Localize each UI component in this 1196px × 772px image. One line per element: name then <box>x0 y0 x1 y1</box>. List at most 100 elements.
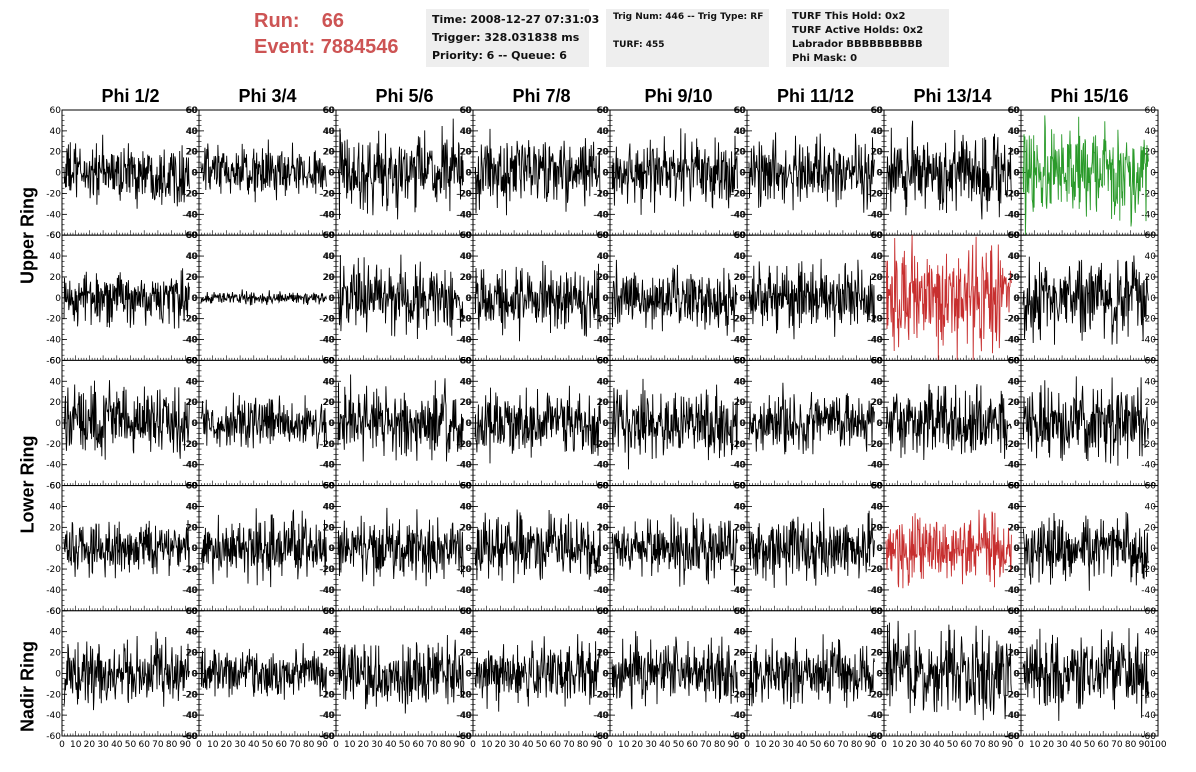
column-header-phi-15-16: Phi 15/16 <box>1050 86 1129 106</box>
y-tick-label-left: 40 <box>735 252 747 262</box>
y-tick-label-right: 60 <box>460 482 472 492</box>
y-tick-label-right: 40 <box>734 628 746 638</box>
time-info-panel: Time: 2008-12-27 07:31:03 Trigger: 328.0… <box>426 9 599 67</box>
y-tick-label-right: -20 <box>730 189 745 199</box>
y-tick-label-right: 40 <box>871 502 883 512</box>
y-tick-label-left: 20 <box>50 273 62 283</box>
y-tick-label-right: 0 <box>1013 419 1019 429</box>
waveform-trace <box>611 378 738 470</box>
y-tick-label-right: 20 <box>734 148 746 158</box>
y-tick-label-left: -20 <box>868 315 883 325</box>
y-tick-label-right: 20 <box>186 148 198 158</box>
y-tick-label-right: 20 <box>460 649 472 659</box>
y-tick-label-left: 60 <box>324 482 336 492</box>
y-tick-label-right: -20 <box>1004 189 1019 199</box>
y-tick-label-left: 60 <box>598 356 610 366</box>
y-tick-label-right: 0 <box>602 169 608 179</box>
event-value: 7884546 <box>320 36 399 58</box>
y-tick-label-right: 60 <box>1008 231 1020 241</box>
y-tick-label-right: -40 <box>867 461 882 471</box>
y-tick-label-left: 40 <box>735 502 747 512</box>
turf-text: TURF: 455 <box>613 40 665 50</box>
x-tick-label: 30 <box>371 740 383 750</box>
y-tick-label-left: 20 <box>598 649 610 659</box>
y-tick-label-left: -60 <box>46 607 61 617</box>
y-tick-label-left: 60 <box>598 231 610 241</box>
y-tick-label-right: 20 <box>186 649 198 659</box>
y-tick-label-right: 60 <box>1145 106 1157 116</box>
y-tick-label-right: 40 <box>460 628 472 638</box>
y-tick-label-left: 20 <box>461 273 473 283</box>
y-tick-label-left: -40 <box>1005 210 1020 220</box>
y-tick-label-left: 40 <box>461 502 473 512</box>
column-header-phi-1-2: Phi 1/2 <box>101 86 160 106</box>
y-tick-label-left: 40 <box>1009 127 1021 137</box>
turf-info-panel: TURF This Hold: 0x2 TURF Active Holds: 0… <box>786 9 949 67</box>
waveform-trace <box>200 139 327 203</box>
x-tick-label: 50 <box>536 740 548 750</box>
y-tick-label-right: 60 <box>1145 356 1157 366</box>
y-tick-label-left: 60 <box>324 607 336 617</box>
y-tick-label-left: 20 <box>324 148 336 158</box>
y-tick-label-right: -20 <box>456 315 471 325</box>
y-tick-label-right: 0 <box>328 169 334 179</box>
y-tick-label-left: 60 <box>461 356 473 366</box>
y-tick-label-left: -40 <box>868 210 883 220</box>
y-tick-label-right: -40 <box>1004 586 1019 596</box>
y-tick-label-left: 0 <box>192 419 198 429</box>
y-tick-label-right: 40 <box>186 127 198 137</box>
y-tick-label-right: -20 <box>182 189 197 199</box>
x-tick-label: 10 <box>344 740 356 750</box>
y-tick-label-left: -20 <box>1005 440 1020 450</box>
x-tick-label: 20 <box>84 740 96 750</box>
y-tick-label-right: 20 <box>597 148 609 158</box>
waveform-trace <box>63 631 190 711</box>
y-tick-label-left: 40 <box>187 628 199 638</box>
y-tick-label-left: 40 <box>872 127 884 137</box>
waveform-trace <box>611 128 738 215</box>
y-tick-label-left: -40 <box>457 336 472 346</box>
y-tick-label-right: 40 <box>871 377 883 387</box>
y-tick-label-right: 20 <box>1145 398 1157 408</box>
y-tick-label-right: 40 <box>597 127 609 137</box>
y-tick-label-right: -60 <box>456 732 471 742</box>
y-tick-label-right: 0 <box>739 544 745 554</box>
y-tick-label-left: 0 <box>329 169 335 179</box>
y-tick-label-left: 0 <box>466 294 472 304</box>
y-tick-label-left: -20 <box>320 440 335 450</box>
y-tick-label-right: -40 <box>867 336 882 346</box>
y-tick-label-right: 60 <box>1008 482 1020 492</box>
y-tick-label-left: 60 <box>50 607 62 617</box>
y-tick-label-left: -40 <box>183 586 198 596</box>
y-tick-label-left: 60 <box>735 106 747 116</box>
waveform-trace <box>748 258 875 340</box>
y-tick-label-left: -40 <box>183 711 198 721</box>
y-tick-label-right: 60 <box>460 607 472 617</box>
y-tick-label-left: -40 <box>46 336 61 346</box>
y-tick-label-left: -20 <box>457 440 472 450</box>
y-tick-label-left: -20 <box>457 565 472 575</box>
y-tick-label-left: 60 <box>187 607 199 617</box>
y-tick-label-left: -20 <box>1005 565 1020 575</box>
y-tick-label-left: 40 <box>187 127 199 137</box>
x-tick-label: 90 <box>591 740 603 750</box>
y-tick-label-right: -40 <box>182 336 197 346</box>
y-tick-label-left: 20 <box>187 148 199 158</box>
x-tick-label: 70 <box>289 740 301 750</box>
waveform-trace <box>474 385 601 464</box>
y-tick-label-left: 20 <box>598 273 610 283</box>
y-tick-label-left: 60 <box>1009 231 1021 241</box>
y-tick-label-left: -20 <box>320 315 335 325</box>
y-tick-label-left: 20 <box>324 398 336 408</box>
y-tick-label-left: 0 <box>329 669 335 679</box>
x-tick-label: 40 <box>385 740 397 750</box>
y-tick-label-left: 0 <box>603 169 609 179</box>
